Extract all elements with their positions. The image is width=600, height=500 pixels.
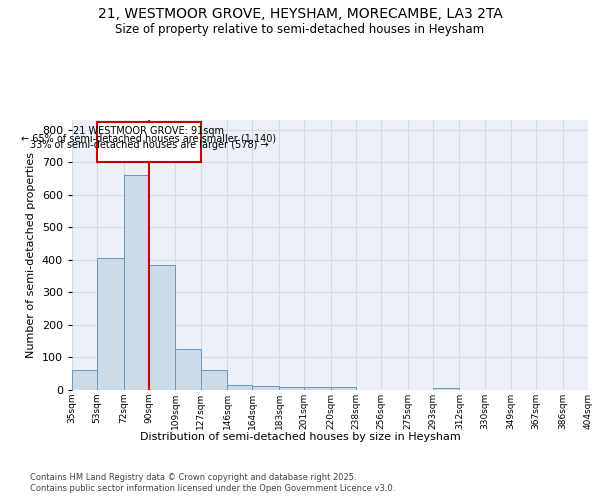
Text: ← 65% of semi-detached houses are smaller (1,140): ← 65% of semi-detached houses are smalle… [22,133,277,143]
Bar [331,387,356,390]
Bar [200,370,227,390]
FancyBboxPatch shape [97,122,200,162]
Bar [433,388,460,390]
Text: 33% of semi-detached houses are larger (578) →: 33% of semi-detached houses are larger (… [29,140,268,150]
Bar [279,386,304,390]
Bar [253,386,279,390]
Bar [149,266,175,390]
Text: Contains public sector information licensed under the Open Government Licence v3: Contains public sector information licen… [30,484,395,493]
Text: 21, WESTMOOR GROVE, HEYSHAM, MORECAMBE, LA3 2TA: 21, WESTMOOR GROVE, HEYSHAM, MORECAMBE, … [98,8,502,22]
Text: Size of property relative to semi-detached houses in Heysham: Size of property relative to semi-detach… [115,22,485,36]
Bar [124,176,149,390]
Text: Contains HM Land Registry data © Crown copyright and database right 2025.: Contains HM Land Registry data © Crown c… [30,472,356,482]
Text: Distribution of semi-detached houses by size in Heysham: Distribution of semi-detached houses by … [140,432,460,442]
Bar [227,385,253,390]
Bar [97,258,124,390]
Y-axis label: Number of semi-detached properties: Number of semi-detached properties [26,152,36,358]
Bar [175,350,200,390]
Bar [304,386,331,390]
Text: 21 WESTMOOR GROVE: 91sqm: 21 WESTMOOR GROVE: 91sqm [73,126,224,136]
Bar [72,370,97,390]
